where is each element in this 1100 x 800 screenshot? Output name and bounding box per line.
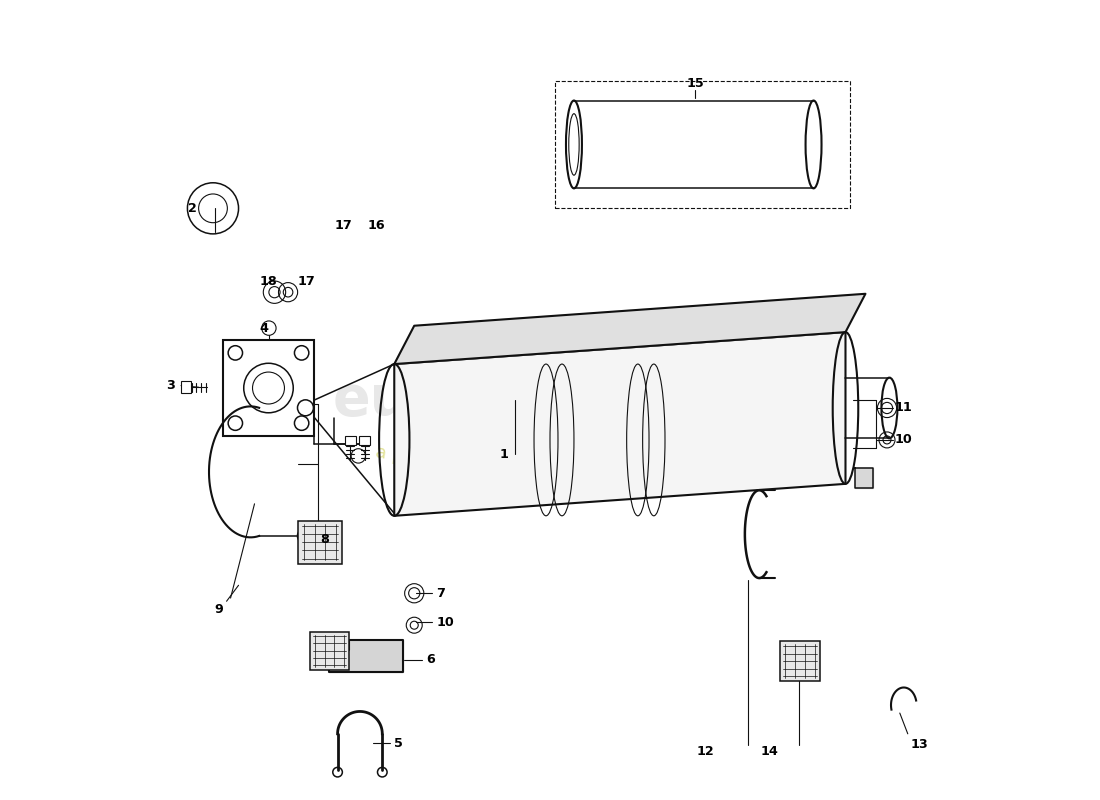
Text: 10: 10 bbox=[895, 434, 913, 446]
Text: 9: 9 bbox=[214, 602, 223, 616]
Text: 13: 13 bbox=[910, 738, 927, 751]
Text: 18: 18 bbox=[260, 275, 277, 288]
Text: 17: 17 bbox=[297, 275, 316, 288]
Polygon shape bbox=[329, 639, 403, 671]
FancyBboxPatch shape bbox=[344, 436, 356, 445]
Text: euroParts: euroParts bbox=[333, 373, 639, 427]
Polygon shape bbox=[855, 468, 873, 488]
Text: 14: 14 bbox=[761, 745, 779, 758]
Text: a passion for dirt since 1985: a passion for dirt since 1985 bbox=[374, 443, 630, 501]
FancyBboxPatch shape bbox=[780, 641, 820, 681]
Text: 1: 1 bbox=[499, 448, 508, 461]
FancyBboxPatch shape bbox=[298, 521, 342, 564]
Text: 6: 6 bbox=[426, 653, 434, 666]
Text: 10: 10 bbox=[437, 615, 454, 629]
Text: 16: 16 bbox=[367, 219, 385, 233]
FancyBboxPatch shape bbox=[310, 631, 349, 670]
Text: 15: 15 bbox=[686, 78, 704, 90]
Polygon shape bbox=[394, 294, 866, 364]
FancyBboxPatch shape bbox=[182, 381, 190, 394]
Text: 11: 11 bbox=[895, 402, 913, 414]
Text: 3: 3 bbox=[166, 379, 175, 392]
Text: 2: 2 bbox=[188, 202, 197, 215]
Text: 8: 8 bbox=[320, 534, 329, 546]
Text: 4: 4 bbox=[260, 322, 268, 334]
Polygon shape bbox=[394, 332, 846, 516]
FancyBboxPatch shape bbox=[359, 436, 371, 445]
Text: 7: 7 bbox=[437, 586, 446, 600]
Text: 17: 17 bbox=[334, 219, 352, 233]
FancyBboxPatch shape bbox=[222, 340, 315, 436]
Text: 5: 5 bbox=[394, 737, 403, 750]
Text: 12: 12 bbox=[697, 745, 715, 758]
